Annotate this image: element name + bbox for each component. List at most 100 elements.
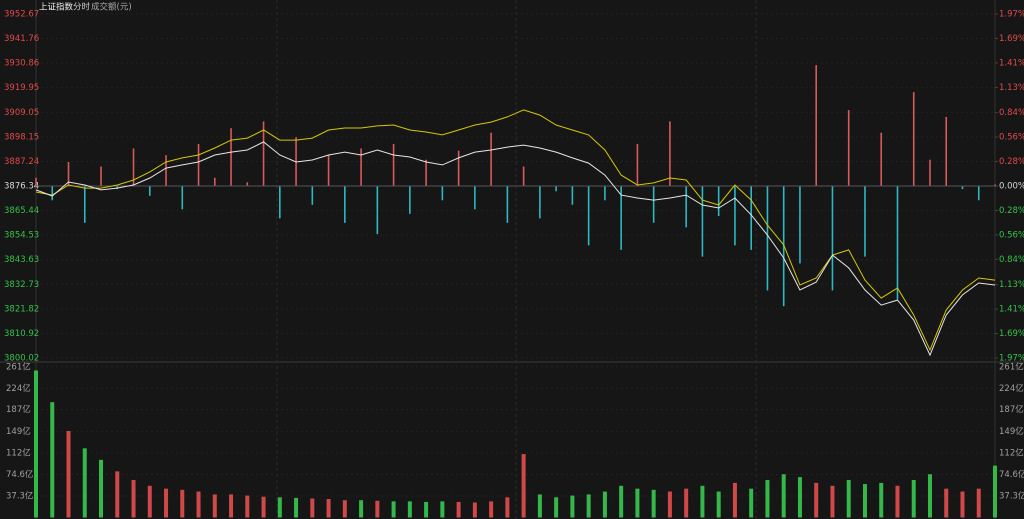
y-tick-label: 3876.34	[4, 182, 39, 192]
volume-bar	[993, 465, 997, 518]
volume-bar	[131, 480, 136, 518]
y-tick-label: 74.6亿	[6, 469, 33, 480]
price-line	[35, 109, 996, 352]
y2-tick-label: 1.69%	[999, 329, 1024, 339]
volume-bar	[944, 488, 949, 518]
y2-tick-label: 0.84%	[999, 255, 1024, 265]
volume-bar	[196, 491, 201, 518]
y-tick-label: 3843.63	[4, 255, 39, 265]
volume-bar	[554, 497, 559, 518]
y2-tick-label: 0.00%	[999, 182, 1024, 192]
volume-bar	[82, 448, 87, 518]
volume-bar	[716, 491, 721, 518]
y-tick-label: 224亿	[6, 383, 31, 394]
y2-tick-label: 0.56%	[999, 230, 1024, 240]
volume-bar	[34, 370, 38, 518]
volume-bar	[700, 485, 705, 518]
volume-bar	[846, 480, 851, 518]
volume-bar	[602, 491, 607, 518]
volume-bar	[440, 501, 445, 518]
y2-tick-label: 261亿	[999, 362, 1024, 373]
y-tick-label: 149亿	[6, 426, 31, 437]
y-tick-label: 3865.44	[4, 206, 39, 216]
volume-bar	[927, 474, 932, 518]
y2-tick-label: 0.84%	[999, 108, 1024, 118]
y-tick-label: 3821.82	[4, 304, 39, 314]
volume-bar	[537, 494, 542, 518]
y-tick-label: 3854.53	[4, 231, 39, 241]
volume-bar	[407, 501, 412, 518]
y-tick-label: 3800.02	[4, 354, 39, 364]
index-title: 上证指数	[39, 2, 74, 13]
volume-bar	[147, 485, 152, 518]
volume-bar	[50, 402, 55, 518]
volume-bar	[619, 485, 624, 518]
volume-bar	[489, 501, 494, 518]
y-tick-label: 3832.73	[4, 280, 39, 290]
volume-bar	[830, 485, 835, 518]
volume-bar	[862, 484, 867, 518]
volume-bar	[749, 488, 754, 518]
y-tick-label: 3810.92	[4, 329, 39, 339]
volume-bar	[326, 499, 331, 518]
volume-bar	[781, 474, 786, 518]
y2-tick-label: 74.6亿	[999, 469, 1024, 480]
volume-bar	[586, 494, 591, 518]
y2-tick-label: 1.41%	[999, 58, 1024, 68]
y-tick-label: 37.3亿	[6, 490, 33, 501]
y-tick-label: 3930.86	[4, 59, 39, 69]
volume-bar	[765, 480, 770, 518]
y-tick-label: 3919.95	[4, 83, 39, 93]
volume-bar	[960, 491, 965, 518]
y2-tick-label: 0.56%	[999, 133, 1024, 143]
volume-bar	[667, 491, 672, 518]
volume-bar	[229, 494, 234, 518]
y2-tick-label: 1.13%	[999, 280, 1024, 290]
volume-bar	[391, 501, 396, 518]
y-tick-label: 3909.05	[4, 108, 39, 118]
volume-bar	[505, 497, 510, 518]
y2-tick-label: 1.41%	[999, 305, 1024, 315]
y2-tick-label: 187亿	[999, 404, 1024, 415]
y2-tick-label: 0.28%	[999, 157, 1024, 167]
volume-bar	[521, 454, 526, 518]
y-tick-label: 3952.67	[4, 10, 39, 20]
volume-bar	[294, 497, 299, 518]
volume-bar	[261, 496, 266, 518]
y2-tick-label: 149亿	[999, 426, 1024, 437]
volume-bar	[879, 482, 884, 518]
y-tick-label: 3887.24	[4, 157, 39, 167]
y-tick-label: 112亿	[6, 447, 31, 458]
y-tick-label: 261亿	[6, 362, 31, 373]
volume-label: 成交额(元)	[91, 2, 132, 13]
volume-bar	[277, 497, 282, 518]
tab[interactable]: 分时	[73, 2, 91, 13]
marks: 3952.67 3941.76 3930.86 3919.95 3909.05 3898.…	[4, 10, 1024, 518]
volume-bar	[310, 498, 315, 518]
volume-bar	[911, 480, 916, 518]
volume-bar	[895, 485, 900, 518]
volume-bar	[651, 489, 656, 518]
volume-bar	[342, 500, 347, 518]
volume-bar	[359, 500, 364, 518]
y2-tick-label: 1.97%	[999, 354, 1024, 364]
volume-bar	[814, 482, 819, 518]
volume-bar	[456, 501, 461, 518]
y2-tick-label: 1.69%	[999, 34, 1024, 44]
y-tick-label: 187亿	[6, 404, 31, 415]
volume-bar	[164, 488, 169, 518]
volume-bar	[635, 488, 640, 518]
volume-bar	[976, 488, 981, 518]
volume-bar	[66, 431, 71, 518]
volume-bar	[732, 482, 737, 518]
y2-tick-label: 1.97%	[999, 10, 1024, 20]
volume-bar	[472, 502, 477, 518]
volume-bar	[212, 494, 217, 518]
volume-bar	[180, 489, 185, 518]
y-tick-label: 3941.76	[4, 34, 39, 44]
y2-tick-label: 1.13%	[999, 83, 1024, 93]
volume-bar	[99, 459, 104, 518]
volume-bar	[570, 495, 575, 518]
